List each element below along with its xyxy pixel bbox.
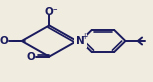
- Text: +: +: [81, 32, 87, 41]
- Text: O: O: [0, 36, 8, 46]
- Text: –: –: [52, 5, 57, 14]
- Text: N: N: [76, 36, 85, 46]
- Text: O: O: [45, 7, 54, 17]
- Text: O: O: [27, 52, 35, 62]
